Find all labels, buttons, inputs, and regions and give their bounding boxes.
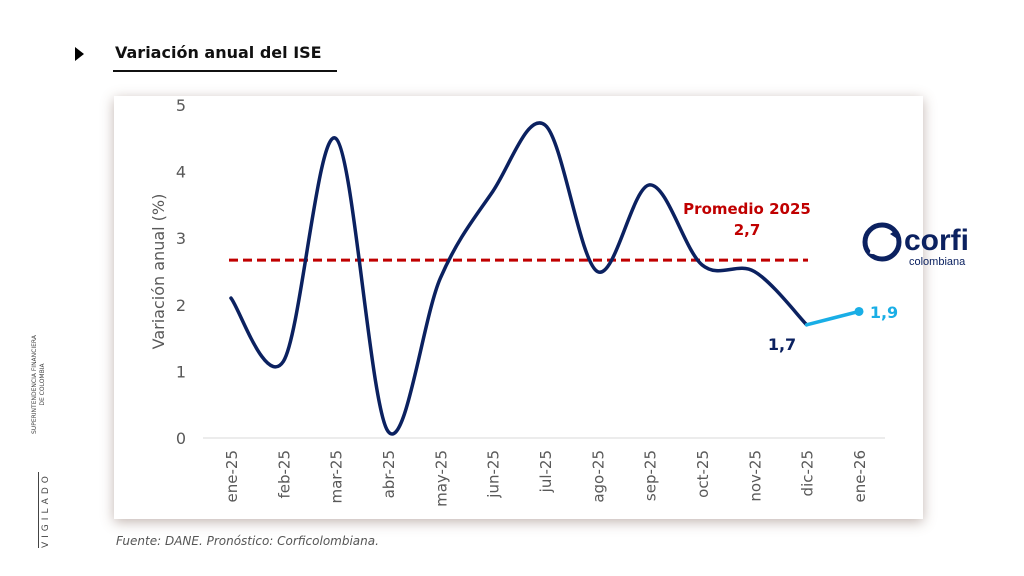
x-tick-label: feb-25 [275,450,293,499]
y-tick-label: 3 [176,229,186,248]
vigilado-label: VIGILADO [33,472,52,548]
average-label: Promedio 2025 [683,200,811,218]
forecast-series-line [804,309,861,327]
forecast-end-point [854,306,864,316]
svg-text:corfi: corfi [904,224,969,257]
source-note: Fuente: DANE. Pronóstico: Corficolombian… [116,534,379,548]
x-tick-label: ago-25 [589,450,607,503]
superintendencia-label: SUPERINTENDENCIA FINANCIERA DE COLOMBIA [31,335,46,434]
x-tick-label: jul-25 [537,450,555,493]
x-tick-label: sep-25 [642,450,660,501]
x-tick-label: ene-25 [223,450,241,502]
page-title: Variación anual del ISE [115,43,322,62]
corficolombiana-logo: corfi colombiana [860,220,980,274]
x-tick-label: nov-25 [746,450,764,502]
average-value-label: 2,7 [734,221,761,239]
x-tick-label: oct-25 [694,450,712,498]
line-chart: 0 1 2 3 4 5 Variación anual (%) ene-25 feb-25 mar… [149,96,898,507]
data-label-ene-26: 1,9 [870,303,898,322]
x-tick-label: abr-25 [380,450,398,498]
y-tick-label: 2 [176,296,186,315]
title-underline [113,70,337,72]
x-tick-label: may-25 [432,450,450,507]
chart-card: 0 1 2 3 4 5 Variación anual (%) ene-25 feb-25 mar… [114,96,969,519]
x-tick-label: mar-25 [328,450,346,504]
x-tick-label: jun-25 [485,450,503,499]
y-tick-label: 4 [176,163,186,182]
bullet-icon [75,47,84,61]
y-axis-label: Variación anual (%) [149,194,168,350]
y-tick-label: 5 [176,96,186,115]
x-tick-label: dic-25 [799,450,817,496]
data-label-dic-25: 1,7 [768,335,796,354]
svg-text:colombiana: colombiana [909,256,966,268]
y-tick-label: 0 [176,429,186,448]
actual-series-line [229,121,809,436]
y-tick-label: 1 [176,362,186,381]
x-tick-label: ene-26 [851,450,869,502]
